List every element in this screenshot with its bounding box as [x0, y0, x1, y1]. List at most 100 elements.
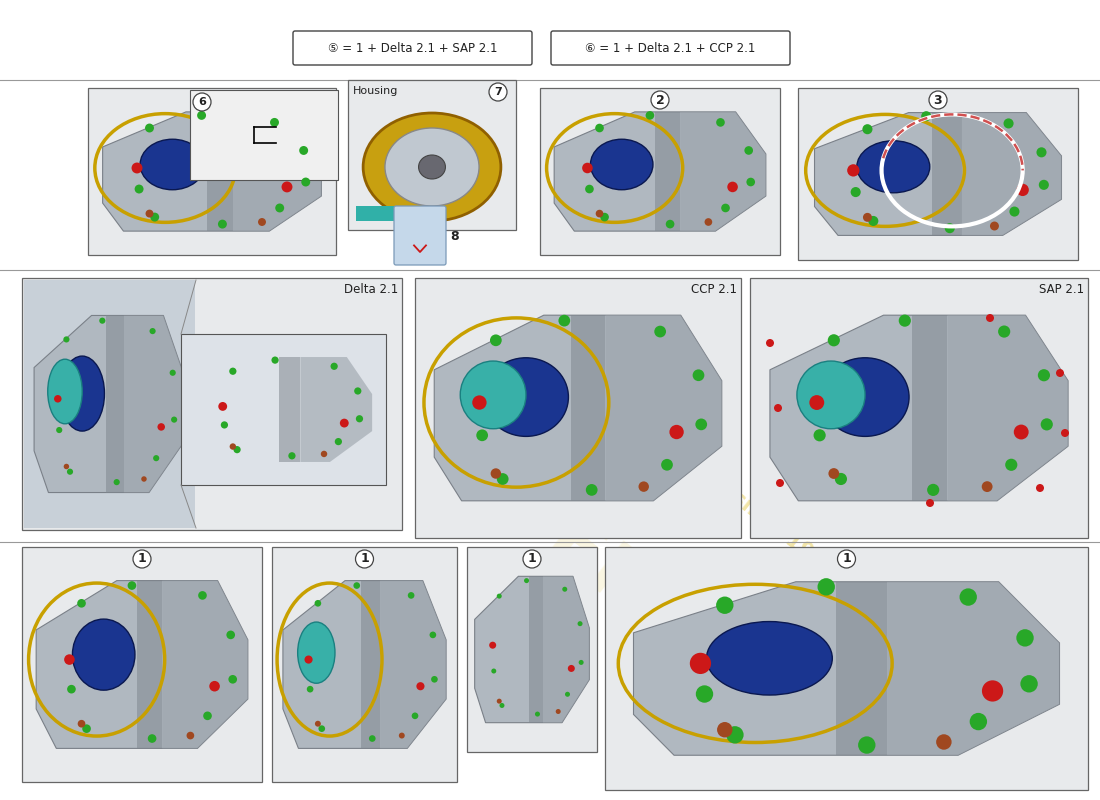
Polygon shape: [836, 582, 887, 755]
Ellipse shape: [460, 361, 526, 429]
Circle shape: [586, 484, 597, 496]
Polygon shape: [543, 576, 590, 722]
Circle shape: [282, 182, 293, 192]
Circle shape: [157, 423, 165, 430]
Circle shape: [169, 370, 176, 376]
FancyBboxPatch shape: [394, 206, 446, 265]
Circle shape: [858, 736, 876, 754]
Circle shape: [661, 459, 673, 470]
Circle shape: [695, 418, 707, 430]
Circle shape: [814, 430, 826, 442]
Circle shape: [654, 326, 666, 338]
Circle shape: [497, 473, 508, 485]
Bar: [415, 278, 741, 538]
Circle shape: [726, 726, 744, 743]
Circle shape: [499, 703, 505, 708]
Ellipse shape: [47, 359, 82, 424]
Text: CCP 2.1: CCP 2.1: [691, 283, 737, 296]
Circle shape: [862, 124, 872, 134]
Circle shape: [899, 314, 911, 326]
Ellipse shape: [591, 139, 653, 190]
Polygon shape: [300, 357, 372, 462]
Circle shape: [693, 370, 704, 381]
Circle shape: [132, 162, 143, 174]
Circle shape: [565, 692, 570, 697]
Circle shape: [301, 178, 310, 186]
Circle shape: [307, 686, 314, 693]
Circle shape: [837, 550, 856, 568]
Circle shape: [315, 721, 321, 726]
Circle shape: [258, 218, 266, 226]
Circle shape: [522, 550, 541, 568]
Circle shape: [353, 582, 360, 589]
Circle shape: [318, 726, 326, 732]
Circle shape: [56, 427, 63, 433]
Text: 2: 2: [656, 94, 664, 106]
Circle shape: [582, 162, 593, 174]
Circle shape: [133, 550, 151, 568]
Circle shape: [134, 185, 144, 194]
Polygon shape: [379, 581, 447, 748]
Circle shape: [868, 216, 879, 226]
Circle shape: [82, 724, 91, 733]
Bar: [605, 547, 1088, 790]
Circle shape: [67, 469, 73, 474]
Circle shape: [981, 482, 992, 492]
Bar: [540, 88, 780, 255]
Circle shape: [727, 182, 738, 192]
Circle shape: [321, 450, 327, 457]
Circle shape: [847, 164, 859, 177]
Circle shape: [340, 418, 349, 427]
Circle shape: [334, 438, 342, 446]
Circle shape: [817, 578, 835, 595]
Polygon shape: [932, 113, 961, 235]
Circle shape: [926, 499, 934, 507]
Circle shape: [227, 630, 235, 639]
Text: 8: 8: [450, 230, 459, 243]
Circle shape: [936, 734, 952, 750]
Circle shape: [192, 93, 211, 111]
Circle shape: [766, 339, 774, 347]
Circle shape: [745, 146, 754, 154]
Circle shape: [354, 387, 362, 394]
Polygon shape: [102, 112, 321, 231]
Polygon shape: [106, 315, 124, 493]
Circle shape: [568, 665, 575, 672]
Circle shape: [218, 220, 227, 229]
Circle shape: [411, 713, 418, 719]
Text: a passion for parts since 1985: a passion for parts since 1985: [547, 346, 839, 582]
Bar: [88, 88, 336, 255]
Circle shape: [810, 395, 824, 410]
Ellipse shape: [385, 128, 478, 206]
Text: DEMO: DEMO: [481, 468, 729, 684]
Circle shape: [1041, 418, 1053, 430]
Circle shape: [399, 733, 405, 738]
Polygon shape: [887, 582, 1059, 755]
Circle shape: [827, 334, 840, 346]
Bar: [356, 206, 427, 221]
Text: ⑤ = 1 + Delta 2.1 + SAP 2.1: ⑤ = 1 + Delta 2.1 + SAP 2.1: [328, 42, 497, 54]
Circle shape: [204, 711, 212, 720]
Bar: [750, 278, 1088, 538]
Circle shape: [1036, 147, 1046, 158]
Circle shape: [930, 91, 947, 109]
Circle shape: [197, 111, 206, 120]
Bar: [468, 547, 597, 752]
Circle shape: [230, 443, 236, 450]
Text: 1: 1: [360, 553, 368, 566]
Circle shape: [559, 314, 570, 326]
Circle shape: [585, 185, 594, 194]
Circle shape: [64, 336, 69, 342]
Circle shape: [113, 479, 120, 485]
Circle shape: [596, 210, 604, 218]
Circle shape: [690, 653, 711, 674]
Circle shape: [1014, 425, 1028, 439]
Ellipse shape: [821, 358, 909, 436]
Bar: [22, 547, 262, 782]
Circle shape: [776, 479, 784, 487]
Ellipse shape: [796, 361, 865, 429]
Polygon shape: [124, 315, 185, 493]
Circle shape: [1037, 369, 1050, 382]
Circle shape: [492, 669, 496, 674]
Circle shape: [850, 187, 860, 197]
